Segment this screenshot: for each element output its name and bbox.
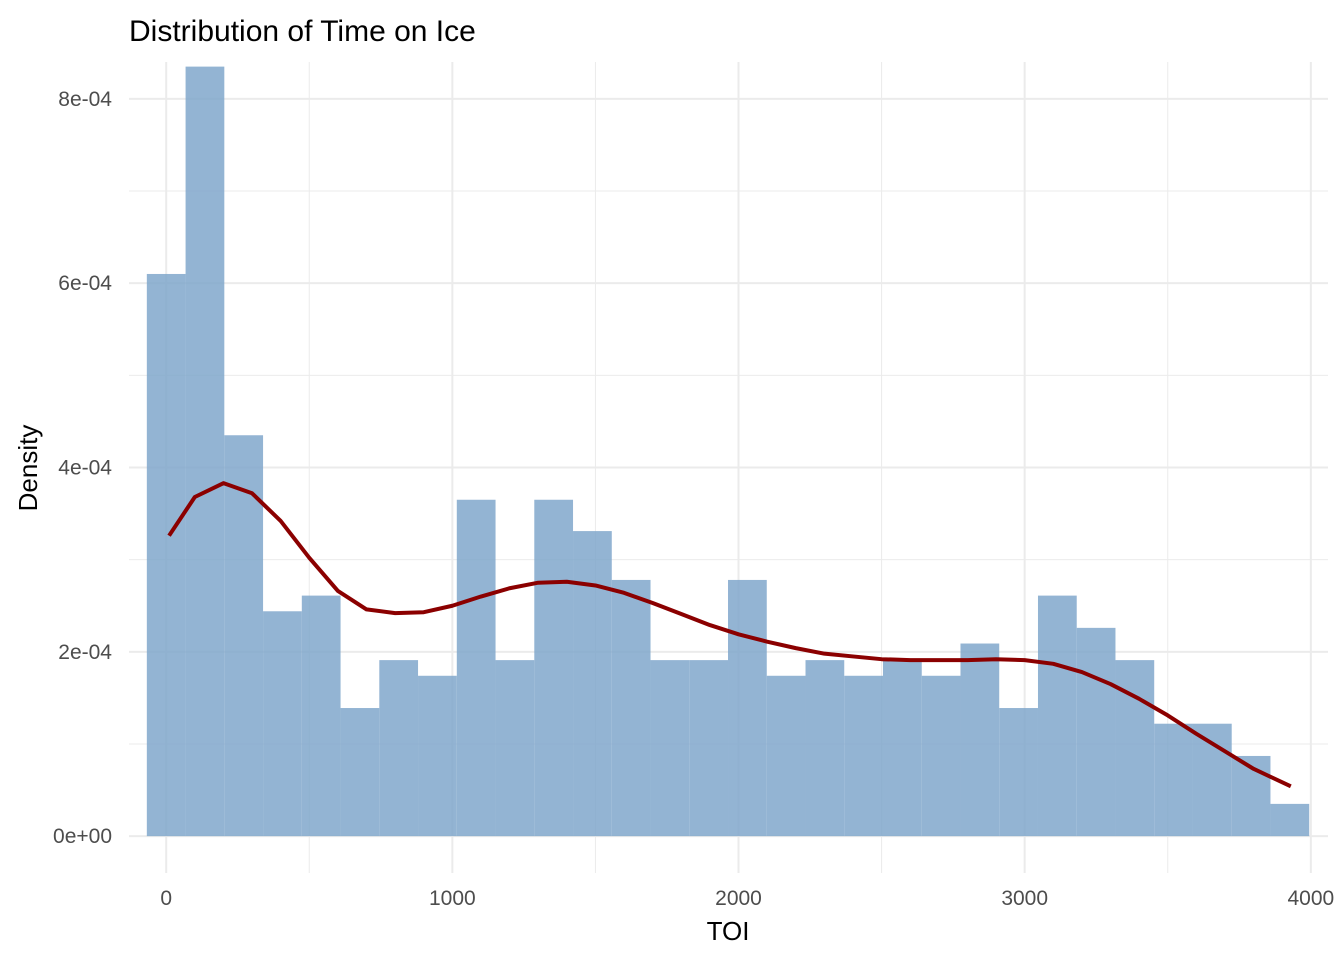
histogram-bar [650, 660, 690, 837]
histogram-bar [1192, 723, 1232, 837]
x-tick-label: 1000 [429, 887, 476, 910]
y-tick-label: 8e-04 [58, 88, 112, 111]
x-tick-label: 3000 [1001, 887, 1048, 910]
histogram-bar [1037, 595, 1077, 837]
histogram-bar [456, 499, 496, 837]
histogram-bar [844, 675, 883, 837]
histogram-bars [146, 66, 1310, 837]
histogram-bar [534, 499, 574, 837]
x-tick-label: 4000 [1287, 887, 1334, 910]
histogram-bar [1270, 803, 1310, 837]
histogram-bar [689, 660, 729, 837]
x-tick-label: 0 [160, 887, 172, 910]
histogram-bar [805, 660, 845, 837]
histogram-bar [379, 660, 419, 837]
histogram-bar [728, 579, 767, 837]
histogram-bar [146, 273, 186, 837]
histogram-bar [224, 435, 264, 837]
histogram-bar [1154, 723, 1193, 837]
y-tick-label: 4e-04 [58, 457, 112, 480]
histogram-bar [495, 660, 535, 837]
chart-title: Distribution of Time on Ice [129, 15, 476, 48]
histogram-bar [921, 675, 961, 837]
histogram-bar [766, 675, 806, 837]
y-axis-ticks: 0e+00 2e-04 4e-04 6e-04 8e-04 [53, 88, 112, 848]
histogram-bar [611, 579, 651, 837]
y-tick-label: 0e+00 [53, 825, 112, 848]
histogram-bar [263, 611, 302, 837]
histogram-bar [301, 595, 341, 837]
histogram-bar [1076, 627, 1116, 837]
y-tick-label: 6e-04 [58, 272, 112, 295]
histogram-bar [999, 708, 1038, 837]
histogram-bar [185, 66, 225, 837]
histogram-bar [1115, 660, 1155, 837]
histogram-bar [882, 660, 922, 837]
x-tick-label: 2000 [715, 887, 762, 910]
histogram-bar [418, 675, 457, 837]
y-tick-label: 2e-04 [58, 641, 112, 664]
histogram-bar [573, 531, 612, 837]
y-axis-label: Density [13, 425, 43, 512]
x-axis-ticks: 0 1000 2000 3000 4000 [160, 887, 1334, 910]
x-axis-label: TOI [707, 916, 750, 946]
histogram-bar [960, 643, 1000, 837]
histogram-bar [340, 708, 380, 837]
density-curve [167, 481, 1292, 789]
